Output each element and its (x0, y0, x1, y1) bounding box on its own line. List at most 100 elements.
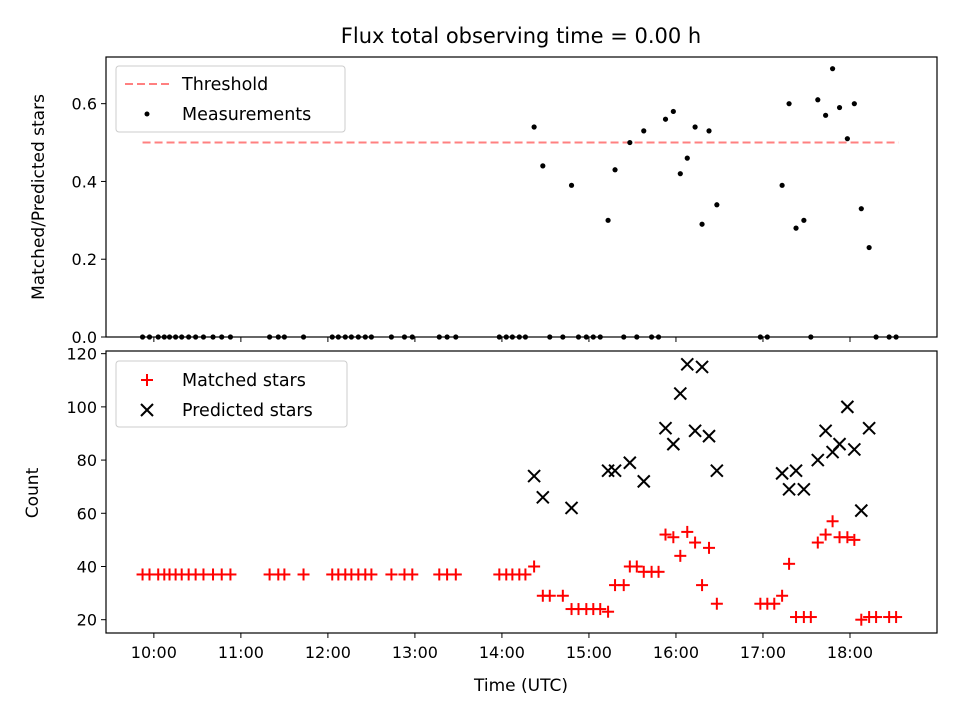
matched-star-point (543, 589, 556, 602)
top-legend-box (115, 65, 346, 133)
predicted-star-point (710, 464, 724, 478)
measurement-point (823, 112, 829, 118)
matched-star-point (406, 568, 419, 581)
measurement-point (829, 66, 836, 72)
measurement-point (844, 136, 850, 142)
measurement-point (684, 155, 690, 161)
x-tick-label: 16:00 (653, 643, 699, 662)
x-tick-label: 13:00 (392, 643, 438, 662)
measurement-point (670, 108, 676, 115)
top-y-tick-label: 0.0 (72, 328, 97, 347)
measurement-point (836, 104, 843, 111)
bottom-y-tick-label: 100 (66, 398, 97, 417)
legend-predicted-swatch (140, 403, 154, 417)
bottom-legend-box (115, 360, 348, 428)
matched-star-point (652, 565, 665, 578)
matched-star-point (811, 536, 824, 549)
measurement-point (540, 163, 546, 169)
predicted-star-point (527, 469, 541, 483)
matched-star-point (594, 603, 607, 616)
measurement-point (714, 202, 720, 208)
x-tick-label: 10:00 (131, 643, 177, 662)
predicted-star-point (832, 437, 847, 451)
x-tick-label: 18:00 (827, 643, 873, 662)
matched-star-point (385, 568, 398, 581)
top-y-axis-label: Matched/Predicted stars (29, 94, 49, 300)
matched-star-point (783, 557, 796, 570)
measurement-point (692, 124, 698, 130)
predicted-star-point (666, 437, 681, 451)
measurement-point (531, 124, 537, 130)
bottom-y-tick-label: 80 (77, 451, 97, 470)
measurement-point (568, 182, 575, 188)
count-points (136, 357, 903, 626)
predicted-star-point (811, 453, 825, 467)
legend-measurements-swatch (144, 111, 150, 117)
top-axis-ticks: 0.0 0.2 0.4 0.6 (72, 95, 851, 347)
bottom-axes-frame (105, 350, 938, 634)
bottom-panel: 20 40 60 80 100 120 10:00 11:00 12:00 13:00 14:00 1… (23, 345, 938, 696)
matched-star-point (297, 568, 310, 581)
top-y-tick-label: 0.6 (72, 95, 97, 114)
predicted-star-point (536, 490, 550, 505)
measurement-point (858, 206, 864, 212)
matched-star-point (659, 528, 672, 541)
top-axes-frame (105, 56, 938, 338)
predicted-star-point (797, 482, 811, 497)
predicted-star-point (680, 357, 694, 372)
bottom-y-tick-label: 60 (77, 504, 97, 523)
predicted-star-point (688, 424, 702, 438)
predicted-star-point (862, 421, 876, 435)
matched-star-point (768, 597, 781, 610)
measurement-point (605, 217, 611, 223)
matched-star-point (870, 611, 883, 624)
predicted-star-point (637, 474, 651, 489)
legend-predicted-label: Predicted stars (182, 401, 313, 421)
matched-star-point (841, 531, 854, 544)
measurement-point (815, 97, 821, 103)
predicted-star-point (840, 400, 855, 414)
predicted-star-point (673, 386, 688, 401)
top-y-tick-label: 0.2 (72, 250, 97, 269)
predicted-star-point (847, 442, 862, 457)
matched-star-point (630, 560, 643, 573)
matched-star-point (556, 589, 569, 602)
matched-star-point (224, 568, 237, 581)
predicted-star-point (782, 482, 796, 497)
top-legend: Threshold Measurements (115, 65, 346, 133)
matched-star-point (848, 533, 861, 546)
matched-star-point (365, 568, 378, 581)
top-panel: 0.0 0.2 0.4 0.6 Matched/Predicted stars Thr… (29, 56, 938, 347)
matched-star-point (776, 589, 789, 602)
legend-threshold-label: Threshold (181, 75, 268, 95)
top-y-tick-label: 0.4 (72, 172, 97, 191)
matched-star-point (826, 515, 839, 528)
predicted-star-point (818, 424, 833, 438)
matched-star-point (855, 613, 868, 626)
measurement-point (627, 139, 633, 146)
matched-star-point (696, 579, 709, 592)
matched-star-point (617, 579, 630, 592)
measurement-point (786, 101, 792, 107)
matched-star-point (890, 611, 903, 624)
predicted-star-point (854, 503, 869, 518)
bottom-y-axis-label: Count (23, 467, 43, 518)
x-tick-label: 17:00 (740, 643, 786, 662)
matched-star-point (703, 541, 716, 554)
bottom-y-tick-label: 120 (66, 345, 97, 364)
predicted-star-point (623, 456, 637, 470)
legend-matched-swatch (141, 374, 153, 386)
matched-star-point (449, 568, 462, 581)
predicted-star-point (695, 360, 709, 374)
measurement-point (662, 116, 669, 122)
measurement-point (801, 217, 807, 223)
measurement-point (866, 244, 872, 251)
predicted-star-point (775, 466, 789, 481)
x-tick-label: 11:00 (218, 643, 264, 662)
bottom-y-tick-label: 40 (77, 557, 97, 576)
measurement-point (851, 101, 857, 107)
measurement-point (706, 128, 712, 134)
matched-star-point (602, 605, 615, 618)
predicted-star-point (702, 429, 716, 443)
